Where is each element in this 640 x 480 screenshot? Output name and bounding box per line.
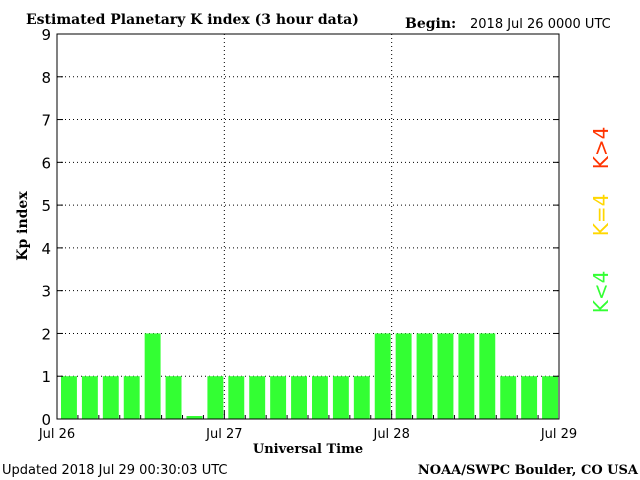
kp-bar xyxy=(416,333,433,419)
y-tick-label: 2 xyxy=(41,325,51,343)
kp-bar xyxy=(312,376,328,419)
y-tick-label: 7 xyxy=(41,112,51,130)
bars xyxy=(61,333,558,419)
y-tick-label: 9 xyxy=(41,26,51,44)
grid-lines xyxy=(57,34,559,419)
kp-bar xyxy=(186,416,203,419)
kp-bar xyxy=(521,376,538,419)
kp-bar xyxy=(144,333,161,419)
kp-bar xyxy=(61,376,77,419)
kp-bar xyxy=(542,376,558,419)
kp-bar xyxy=(479,333,496,419)
legend-k-less-4: K<4 xyxy=(589,271,613,314)
kp-bar xyxy=(500,376,517,419)
x-tick-label: Jul 28 xyxy=(372,427,409,442)
kp-bar xyxy=(395,333,412,419)
y-tick-label: 0 xyxy=(41,411,51,429)
kp-bar xyxy=(102,376,119,419)
kp-bar xyxy=(291,376,307,419)
x-tick-label: Jul 26 xyxy=(38,427,75,442)
kp-bar xyxy=(165,376,182,419)
x-axis-label: Universal Time xyxy=(253,442,363,457)
updated-timestamp: Updated 2018 Jul 29 00:30:03 UTC xyxy=(2,463,227,478)
legend-k-equal-4: K=4 xyxy=(589,194,613,237)
y-tick-label: 8 xyxy=(41,69,51,87)
noaa-credit: NOAA/SWPC Boulder, CO USA xyxy=(418,463,639,478)
kp-bar xyxy=(228,376,245,419)
y-tick-label: 6 xyxy=(41,154,51,172)
x-axis-ticks: Jul 26 Jul 27 Jul 28 Jul 29 xyxy=(38,411,577,442)
kp-bar xyxy=(81,376,98,419)
chart-title: Estimated Planetary K index (3 hour data… xyxy=(26,12,359,28)
kp-bar xyxy=(458,333,475,419)
kp-bar xyxy=(332,376,349,419)
kp-bar xyxy=(374,333,391,419)
legend-k-greater-4: K>4 xyxy=(589,127,613,170)
x-tick-label: Jul 29 xyxy=(540,427,577,442)
y-tick-label: 1 xyxy=(41,368,51,386)
y-tick-label: 4 xyxy=(41,240,51,258)
begin-label: Begin: xyxy=(405,16,456,32)
kp-bar xyxy=(249,376,266,419)
kp-bar xyxy=(123,376,140,419)
y-tick-label: 3 xyxy=(41,283,51,301)
x-tick-label: Jul 27 xyxy=(205,427,242,442)
kp-bar xyxy=(270,376,287,419)
kp-bar xyxy=(353,376,370,419)
kp-bar xyxy=(207,376,224,419)
y-axis-ticks: 0 1 2 3 4 5 6 7 8 9 xyxy=(41,26,559,429)
begin-value: 2018 Jul 26 0000 UTC xyxy=(470,17,611,32)
y-axis-label: Kp index xyxy=(15,191,31,261)
y-tick-label: 5 xyxy=(41,197,51,215)
plot-area xyxy=(57,34,559,419)
kp-bar xyxy=(437,333,454,419)
